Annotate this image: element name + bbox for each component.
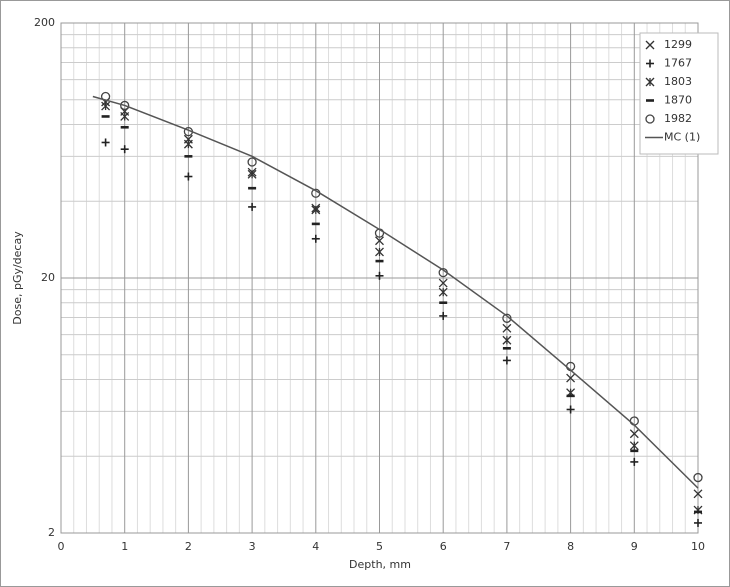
marker <box>566 373 576 383</box>
marker-stroke <box>375 236 384 246</box>
marker <box>311 234 320 243</box>
marker <box>101 101 111 111</box>
x-tick-label: 8 <box>567 540 574 553</box>
legend-label: 1299 <box>664 38 692 51</box>
marker <box>120 100 130 111</box>
legend-label: 1982 <box>664 112 692 125</box>
marker <box>694 518 702 527</box>
marker-stroke <box>645 40 655 50</box>
marker <box>646 59 654 68</box>
marker <box>439 311 448 320</box>
legend-label: MC (1) <box>664 131 700 144</box>
marker <box>184 172 193 181</box>
marker-circle <box>120 100 130 111</box>
x-tick-label: 4 <box>312 540 319 553</box>
x-tick-label: 3 <box>249 540 256 553</box>
marker <box>629 429 639 439</box>
marker <box>120 145 129 154</box>
curve <box>92 95 699 489</box>
x-tick-label: 0 <box>58 540 65 553</box>
marker <box>645 77 655 87</box>
marker-circle <box>645 114 655 124</box>
marker <box>502 335 512 345</box>
marker-stroke <box>629 429 639 439</box>
marker <box>502 323 512 333</box>
x-tick-label: 6 <box>440 540 447 553</box>
legend-box <box>639 32 719 155</box>
marker <box>693 489 703 499</box>
marker <box>438 287 448 297</box>
x-tick-label: 10 <box>691 540 705 553</box>
legend-label: 1767 <box>664 57 692 70</box>
y-tick-label: 2 <box>48 526 55 539</box>
marker <box>645 114 655 124</box>
marker <box>247 169 257 179</box>
marker-circle <box>693 472 703 483</box>
marker <box>375 271 384 280</box>
marker-circle <box>502 313 512 323</box>
x-tick-label: 5 <box>376 540 383 553</box>
marker <box>247 157 257 167</box>
marker <box>502 356 511 365</box>
x-tick-label: 2 <box>185 540 192 553</box>
x-axis-label: Depth, mm <box>349 558 411 571</box>
marker <box>566 405 575 414</box>
marker <box>248 202 257 211</box>
marker <box>693 472 703 483</box>
marker <box>183 139 193 149</box>
marker <box>311 205 321 215</box>
marker-stroke <box>438 278 448 288</box>
marker-circle <box>247 157 257 167</box>
legend-label: 1803 <box>664 75 692 88</box>
legend-label: 1870 <box>664 94 692 107</box>
y-tick-label: 200 <box>34 16 55 29</box>
y-axis-label: Dose, pGy/decay <box>11 231 24 325</box>
marker-stroke <box>502 323 512 333</box>
marker <box>629 441 639 451</box>
marker <box>630 457 639 466</box>
marker-stroke <box>566 373 576 383</box>
x-tick-label: 9 <box>631 540 638 553</box>
marker <box>645 40 655 50</box>
x-tick-label: 1 <box>121 540 128 553</box>
plot-border <box>60 22 699 534</box>
marker <box>502 313 512 323</box>
marker <box>101 138 110 147</box>
marker <box>375 247 384 257</box>
y-tick-label: 20 <box>41 271 55 284</box>
marker <box>120 112 130 121</box>
marker <box>375 236 384 246</box>
marker-stroke <box>693 489 703 499</box>
x-tick-label: 7 <box>503 540 510 553</box>
marker <box>438 278 448 288</box>
